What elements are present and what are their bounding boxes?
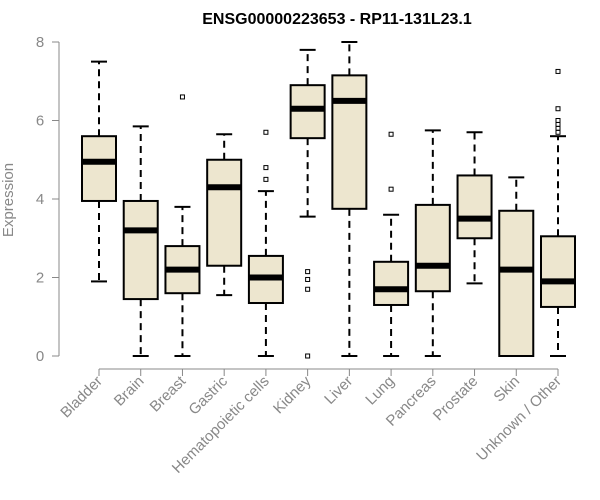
box-group: [373, 131, 410, 357]
y-tick-label: 4: [36, 191, 44, 208]
box-iqr: [540, 235, 576, 308]
outlier-point: [179, 94, 185, 100]
outlier-point: [305, 276, 311, 282]
outlier-point: [388, 131, 394, 137]
outlier-point: [555, 125, 561, 131]
x-tick-label: Prostate: [430, 373, 482, 425]
box-iqr: [373, 260, 410, 306]
box-iqr: [414, 203, 451, 293]
chart-title: ENSG00000223653 - RP11-131L23.1: [202, 11, 472, 28]
box-group: [540, 68, 576, 357]
box-iqr: [456, 174, 493, 240]
box-group: [164, 94, 201, 357]
box-iqr: [331, 74, 368, 210]
outlier-point: [555, 118, 561, 123]
y-tick-label: 0: [36, 348, 44, 365]
outlier-point: [555, 121, 561, 127]
outlier-point: [305, 269, 311, 275]
y-tick-label: 2: [36, 270, 44, 287]
box-group: [414, 129, 451, 357]
box-group: [498, 176, 535, 357]
box-iqr: [122, 199, 159, 301]
box-iqr: [498, 209, 535, 357]
x-tick-label: Brain: [111, 373, 148, 410]
outlier-point: [555, 68, 561, 74]
outlier-point: [305, 286, 311, 292]
box-group: [206, 133, 243, 297]
outlier-point: [305, 353, 311, 359]
x-tick-label: Breast: [147, 372, 190, 415]
y-axis-label: Expression: [0, 163, 17, 237]
box-group: [331, 41, 368, 357]
x-tick-label: Liver: [321, 373, 356, 408]
box-iqr: [81, 135, 117, 202]
outlier-point: [263, 165, 269, 171]
outlier-point: [263, 129, 269, 135]
outlier-point: [263, 176, 269, 182]
outlier-point: [388, 186, 394, 192]
x-tick-label: Kidney: [270, 372, 315, 417]
boxes: [81, 41, 576, 359]
box-group: [122, 125, 159, 357]
x-tick-label: Lung: [362, 373, 398, 409]
x-tick-label: Bladder: [57, 373, 106, 422]
box-group: [247, 129, 284, 357]
y-tick-label: 6: [36, 113, 44, 130]
box-group: [289, 48, 326, 359]
outlier-point: [555, 106, 561, 112]
box-iqr: [206, 158, 243, 267]
box-group: [456, 131, 493, 285]
y-ticks: 0 2 4 6 8: [36, 34, 59, 365]
outlier-point: [555, 129, 561, 135]
box-group: [81, 60, 117, 283]
y-tick-label: 8: [36, 34, 44, 51]
x-tick-label: Skin: [490, 373, 523, 406]
